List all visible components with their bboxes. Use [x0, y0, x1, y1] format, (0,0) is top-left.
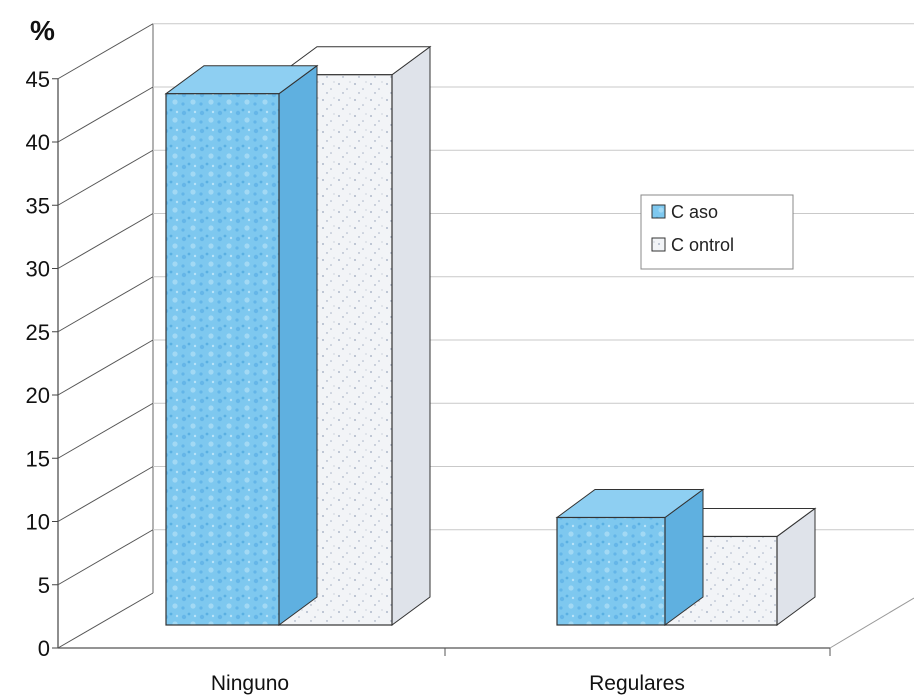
- side-gridline: [57, 402, 154, 459]
- floor-right-edge: [829, 597, 914, 649]
- y-unit-label: %: [30, 15, 55, 46]
- side-gridline: [57, 466, 154, 522]
- y-tick-label: 5: [38, 573, 50, 598]
- legend-swatch-caso: [651, 204, 666, 219]
- legend-label-caso: C aso: [671, 202, 718, 222]
- bar-regulares-c-aso: [555, 488, 705, 626]
- y-tick-label: 35: [26, 193, 50, 218]
- y-tick-label: 15: [26, 446, 50, 471]
- side-gridline: [57, 213, 154, 269]
- side-gridline: [57, 276, 154, 333]
- legend-label-control: C ontrol: [671, 235, 734, 255]
- side-gridline: [57, 23, 154, 80]
- y-tick-label: 40: [26, 130, 50, 155]
- y-tick-label: 30: [26, 257, 50, 282]
- x-category-label-regulares: Regulares: [589, 672, 685, 695]
- y-tick-label: 25: [26, 320, 50, 345]
- y-tick-label: 0: [38, 636, 50, 661]
- legend-swatch-control: [651, 237, 666, 252]
- side-gridline: [57, 592, 154, 649]
- side-gridline: [57, 529, 154, 586]
- x-category-label-ninguno: Ninguno: [211, 672, 289, 695]
- bar-ninguno-c-aso: [164, 64, 319, 626]
- bar-ninguno-c-aso-front: [165, 93, 280, 626]
- bar-ninguno-c-ontrol-side: [391, 45, 431, 626]
- side-gridline: [57, 149, 154, 206]
- legend: C aso C ontrol: [640, 194, 794, 270]
- chart-labels: 0 5 10 15 20 25 30 35 40 45 Ninguno Regulares: [26, 67, 685, 695]
- bar-regulares-c-aso-front: [556, 516, 666, 626]
- y-tick-label: 20: [26, 383, 50, 408]
- side-gridline: [57, 86, 154, 143]
- chart-bars: [164, 45, 817, 626]
- y-tick-label: 10: [26, 510, 50, 535]
- y-tick-label: 45: [26, 67, 50, 92]
- legend-box: [640, 194, 794, 270]
- bar-ninguno-c-aso-side: [278, 64, 318, 626]
- side-gridline: [57, 339, 154, 396]
